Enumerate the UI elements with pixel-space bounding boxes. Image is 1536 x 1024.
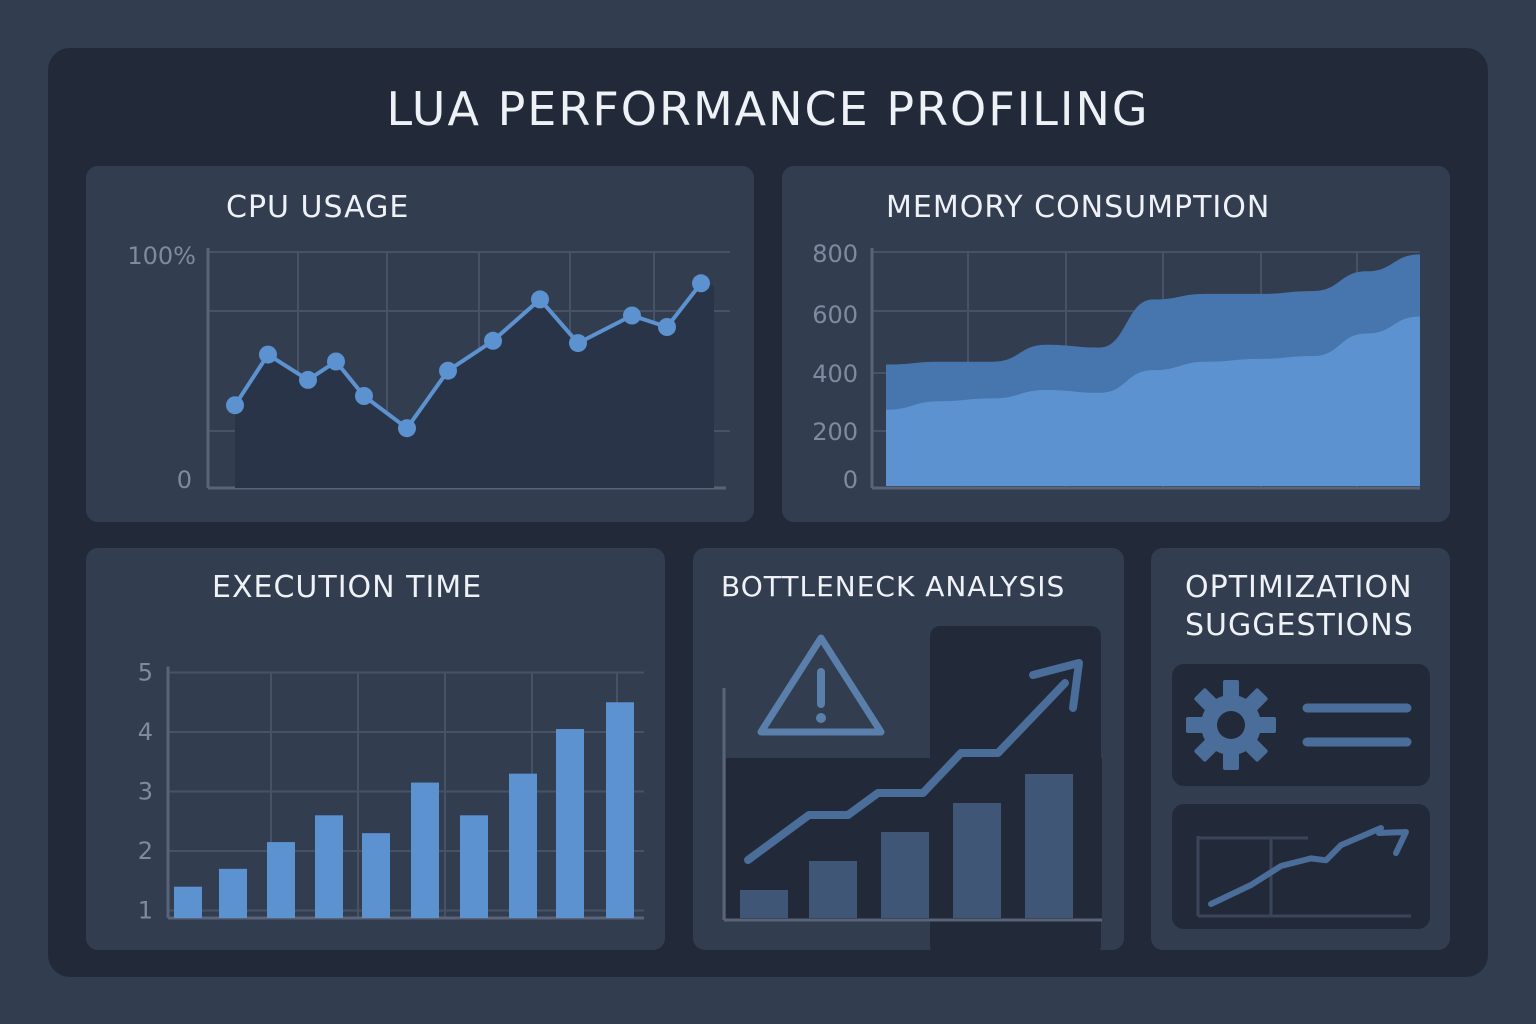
optimization-title-line2: SUGGESTIONS — [1185, 608, 1414, 643]
cpu-point-4 — [355, 387, 373, 405]
bottleneck-chart — [722, 626, 1102, 956]
optimization-visuals — [1172, 664, 1430, 929]
opt-trend-line — [1208, 825, 1384, 907]
bn-bar-1 — [740, 890, 788, 918]
cpu-point-10 — [623, 306, 641, 325]
exec-tick-label: 1 — [138, 897, 153, 925]
mem-tick-label: 800 — [812, 240, 858, 268]
memory-consumption-chart: 0 200 400 600 800 — [812, 240, 1420, 494]
exec-bar-8 — [509, 773, 537, 918]
mem-tick-label: 0 — [843, 466, 858, 494]
cpu-point-12 — [692, 274, 710, 293]
cpu-point-11 — [658, 318, 676, 336]
cpu-point-9 — [569, 334, 587, 353]
cpu-point-2 — [299, 370, 317, 389]
exec-bar-5 — [362, 833, 390, 918]
bn-bar-4 — [953, 803, 1001, 918]
exec-bar-10 — [606, 702, 634, 918]
exec-tick-label: 2 — [138, 837, 153, 865]
cpu-point-3 — [327, 352, 345, 371]
cpu-point-6 — [439, 361, 457, 380]
cpu-usage-panel: CPU USAGE 100% 0 — [86, 166, 754, 522]
gear-icon — [1186, 680, 1276, 770]
exec-bar-2 — [219, 868, 247, 918]
cpu-tick-label: 0 — [177, 466, 192, 494]
mem-tick-label: 400 — [812, 360, 858, 388]
exec-bar-3 — [267, 842, 295, 918]
exec-bar-4 — [315, 815, 343, 918]
exec-tick-label: 4 — [138, 718, 153, 746]
suggestion-card-trend[interactable] — [1172, 804, 1430, 929]
bn-trend-line — [744, 679, 1069, 864]
exec-bar-1 — [174, 886, 202, 918]
cpu-area-fill — [235, 283, 714, 488]
bn-bar-2 — [809, 861, 857, 918]
cpu-point-5 — [398, 419, 416, 438]
bn-bar-3 — [881, 832, 929, 918]
page-title: LUA PERFORMANCE PROFILING — [386, 82, 1150, 136]
optimization-title-line1: OPTIMIZATION — [1185, 570, 1413, 605]
cpu-point-0 — [226, 396, 244, 415]
execution-time-chart: 1 2 3 4 5 — [138, 659, 644, 925]
mem-area-lower — [886, 316, 1420, 486]
warning-icon — [757, 634, 885, 736]
bn-bar-5 — [1025, 774, 1073, 918]
memory-consumption-panel: MEMORY CONSUMPTION 0 200 400 600 800 — [782, 166, 1450, 522]
execution-time-panel: EXECUTION TIME 1 2 3 4 5 — [86, 548, 665, 950]
bn-trend-arrowhead — [1029, 659, 1083, 712]
cpu-point-1 — [259, 345, 277, 364]
exec-bar-9 — [556, 729, 584, 918]
exec-tick-label: 3 — [138, 778, 153, 806]
cpu-tick-label: 100% — [127, 242, 196, 270]
cpu-point-8 — [531, 290, 549, 309]
memory-consumption-title: MEMORY CONSUMPTION — [886, 190, 1271, 225]
mem-tick-label: 600 — [812, 301, 858, 329]
opt-trend-arrowhead — [1376, 829, 1409, 856]
cpu-usage-chart: 100% 0 — [127, 242, 730, 494]
exec-bar-6 — [411, 782, 439, 918]
optimization-suggestions-panel: OPTIMIZATION SUGGESTIONS — [1151, 548, 1450, 950]
execution-time-title: EXECUTION TIME — [212, 570, 483, 605]
bottleneck-analysis-panel: BOTTLENECK ANALYSIS — [693, 548, 1124, 956]
exec-tick-label: 5 — [138, 659, 153, 687]
cpu-point-7 — [484, 331, 502, 350]
mem-tick-label: 200 — [812, 418, 858, 446]
bottleneck-analysis-title: BOTTLENECK ANALYSIS — [721, 570, 1066, 603]
cpu-usage-title: CPU USAGE — [226, 190, 410, 225]
exec-bar-7 — [460, 815, 488, 918]
